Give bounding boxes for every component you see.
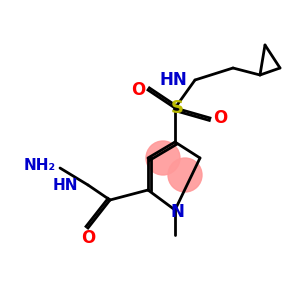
Text: S: S <box>170 99 184 117</box>
Text: O: O <box>81 229 95 247</box>
Text: NH₂: NH₂ <box>24 158 56 173</box>
Circle shape <box>146 141 180 175</box>
Text: HN: HN <box>52 178 78 193</box>
Circle shape <box>168 158 202 192</box>
Text: HN: HN <box>159 71 187 89</box>
Text: N: N <box>170 203 184 221</box>
Text: O: O <box>131 81 145 99</box>
Text: O: O <box>213 109 227 127</box>
